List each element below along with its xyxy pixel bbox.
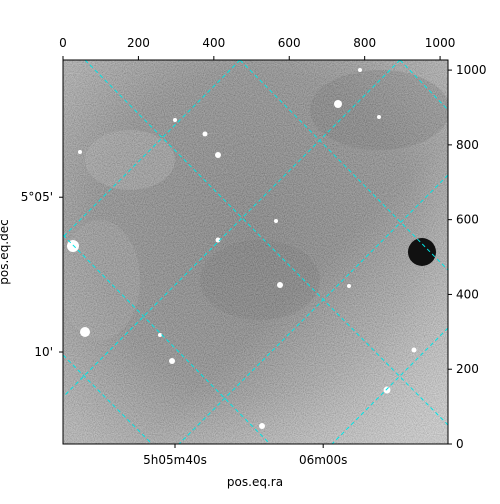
ra-tick-label: 06m00s bbox=[299, 453, 347, 467]
y-axis-label: pos.eq.dec bbox=[0, 219, 11, 284]
y-tick-label: 200 bbox=[456, 362, 479, 376]
y-tick-label: 600 bbox=[456, 213, 479, 227]
y-tick-label: 0 bbox=[456, 437, 464, 451]
x-tick-label: 600 bbox=[278, 36, 301, 50]
x-axis-label: pos.eq.ra bbox=[227, 475, 283, 489]
coordinate-grid bbox=[63, 60, 448, 444]
dec-tick-label: 5°05' bbox=[21, 190, 53, 204]
x-tick-label: 800 bbox=[353, 36, 376, 50]
x-tick-label: 200 bbox=[127, 36, 150, 50]
dec-tick-label: 10' bbox=[34, 345, 53, 359]
x-tick-label: 1000 bbox=[425, 36, 456, 50]
frame bbox=[62, 59, 449, 445]
x-tick-label: 400 bbox=[202, 36, 225, 50]
sky-image bbox=[63, 60, 448, 444]
y-tick-label: 1000 bbox=[456, 63, 487, 77]
y-tick-label: 800 bbox=[456, 138, 479, 152]
ra-tick-label: 5h05m40s bbox=[143, 453, 207, 467]
y-tick-label: 400 bbox=[456, 287, 479, 301]
x-tick-label: 0 bbox=[59, 36, 67, 50]
